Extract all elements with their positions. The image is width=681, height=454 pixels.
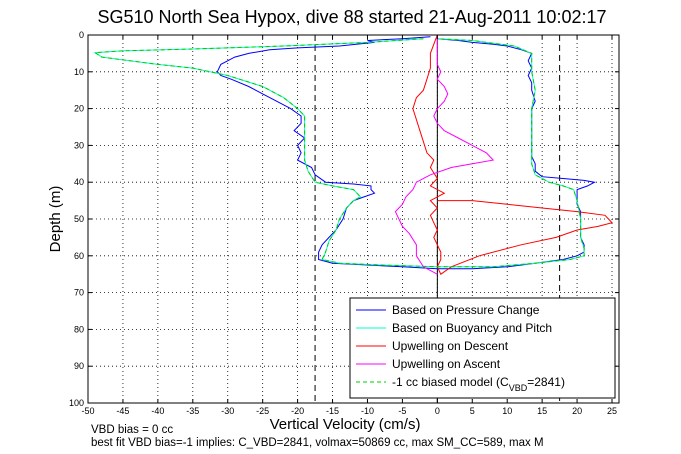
x-tick-label: -50: [81, 406, 94, 416]
y-tick-label: 30: [74, 140, 84, 150]
legend-label-4: Upwelling on Ascent: [392, 357, 501, 371]
x-ticks: -50 -45 -40 -35 -30 -25 -20 -15 -10 -5 0 5 10 15 20 25: [81, 35, 617, 416]
series-line-5: [93, 38, 585, 268]
x-tick-label: 20: [572, 406, 582, 416]
y-tick-label: 60: [74, 251, 84, 261]
x-tick-label: -45: [116, 406, 129, 416]
x-axis-label: Vertical Velocity (cm/s): [270, 416, 421, 433]
y-tick-label: 70: [74, 288, 84, 298]
legend-box: [349, 297, 616, 399]
y-axis-label: Depth (m): [47, 186, 64, 253]
y-tick-label: 100: [69, 398, 84, 408]
y-tick-label: 10: [74, 67, 84, 77]
footer-line-1: VBD bias = 0 cc: [91, 424, 173, 436]
series-line-2: [93, 38, 585, 268]
y-tick-label: 50: [74, 214, 84, 224]
legend-label-5: -1 cc biased model (CVBD=2841): [392, 375, 565, 393]
x-tick-label: -35: [186, 406, 199, 416]
y-ticks: 0 10 20 30 40 50 60 70 80 90 100: [69, 30, 619, 408]
x-tick-label: -15: [326, 406, 339, 416]
legend-label-3: Upwelling on Descent: [392, 339, 509, 353]
x-tick-label: -25: [256, 406, 269, 416]
y-tick-label: 90: [74, 361, 84, 371]
x-tick-label: -30: [221, 406, 234, 416]
x-tick-label: -10: [361, 406, 374, 416]
footer-line-2: best fit VBD bias=-1 implies: C_VBD=2841…: [91, 437, 544, 449]
series-line-4: [394, 35, 495, 275]
series-line-3: [412, 34, 613, 275]
chart-title: SG510 North Sea Hypox, dive 88 started 2…: [98, 7, 607, 27]
y-tick-label: 80: [74, 324, 84, 334]
x-tick-label: 15: [537, 406, 547, 416]
series-line-1: [216, 36, 597, 270]
x-tick-label: -20: [291, 406, 304, 416]
x-tick-label: 10: [502, 406, 512, 416]
legend-label-1: Based on Pressure Change: [392, 303, 540, 317]
x-tick-label: 25: [607, 406, 617, 416]
x-tick-label: -40: [151, 406, 164, 416]
series-group: [93, 34, 613, 275]
x-tick-label: 5: [470, 406, 475, 416]
x-tick-label: 0: [435, 406, 440, 416]
x-tick-label: -5: [398, 406, 406, 416]
legend: Based on Pressure Change Based on Buoyanc…: [349, 297, 616, 399]
y-tick-label: 40: [74, 177, 84, 187]
y-tick-label: 20: [74, 104, 84, 114]
legend-label-2: Based on Buoyancy and Pitch: [392, 321, 552, 335]
y-tick-label: 0: [79, 30, 84, 40]
